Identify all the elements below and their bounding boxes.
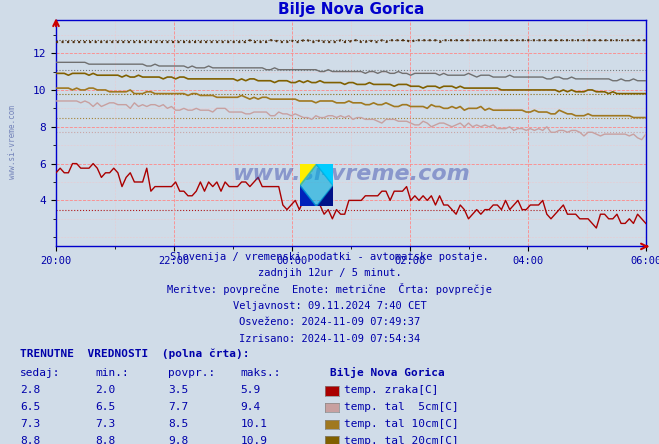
Text: 6.5: 6.5: [20, 402, 40, 412]
Text: Slovenija / vremenski podatki - avtomatske postaje.: Slovenija / vremenski podatki - avtomats…: [170, 252, 489, 262]
Text: Izrisano: 2024-11-09 07:54:34: Izrisano: 2024-11-09 07:54:34: [239, 334, 420, 344]
Text: zadnjih 12ur / 5 minut.: zadnjih 12ur / 5 minut.: [258, 268, 401, 278]
Text: 8.8: 8.8: [96, 436, 116, 444]
Text: Veljavnost: 09.11.2024 7:40 CET: Veljavnost: 09.11.2024 7:40 CET: [233, 301, 426, 311]
Text: 7.3: 7.3: [96, 419, 116, 429]
Text: 10.9: 10.9: [241, 436, 268, 444]
Polygon shape: [300, 186, 316, 206]
Text: 10.1: 10.1: [241, 419, 268, 429]
Text: Osveženo: 2024-11-09 07:49:37: Osveženo: 2024-11-09 07:49:37: [239, 317, 420, 328]
Text: temp. zraka[C]: temp. zraka[C]: [344, 385, 438, 395]
Text: 5.9: 5.9: [241, 385, 261, 395]
Text: 8.5: 8.5: [168, 419, 188, 429]
Text: povpr.:: povpr.:: [168, 368, 215, 378]
Text: 9.4: 9.4: [241, 402, 261, 412]
Text: temp. tal  5cm[C]: temp. tal 5cm[C]: [344, 402, 459, 412]
Title: Bilje Nova Gorica: Bilje Nova Gorica: [277, 2, 424, 17]
Text: 2.8: 2.8: [20, 385, 40, 395]
Text: 7.7: 7.7: [168, 402, 188, 412]
Text: 7.3: 7.3: [20, 419, 40, 429]
Text: temp. tal 20cm[C]: temp. tal 20cm[C]: [344, 436, 459, 444]
Text: 2.0: 2.0: [96, 385, 116, 395]
Polygon shape: [300, 164, 316, 186]
Text: sedaj:: sedaj:: [20, 368, 60, 378]
Text: www.si-vreme.com: www.si-vreme.com: [8, 105, 17, 179]
Text: www.si-vreme.com: www.si-vreme.com: [232, 164, 470, 184]
Text: min.:: min.:: [96, 368, 129, 378]
Text: temp. tal 10cm[C]: temp. tal 10cm[C]: [344, 419, 459, 429]
Text: 6.5: 6.5: [96, 402, 116, 412]
Text: Meritve: povprečne  Enote: metrične  Črta: povprečje: Meritve: povprečne Enote: metrične Črta:…: [167, 282, 492, 295]
Text: TRENUTNE  VREDNOSTI  (polna črta):: TRENUTNE VREDNOSTI (polna črta):: [20, 349, 249, 360]
Text: Bilje Nova Gorica: Bilje Nova Gorica: [330, 367, 444, 378]
Text: 3.5: 3.5: [168, 385, 188, 395]
Text: maks.:: maks.:: [241, 368, 281, 378]
Polygon shape: [316, 186, 333, 206]
Text: 9.8: 9.8: [168, 436, 188, 444]
Polygon shape: [300, 164, 333, 206]
Polygon shape: [316, 164, 333, 186]
Text: 8.8: 8.8: [20, 436, 40, 444]
